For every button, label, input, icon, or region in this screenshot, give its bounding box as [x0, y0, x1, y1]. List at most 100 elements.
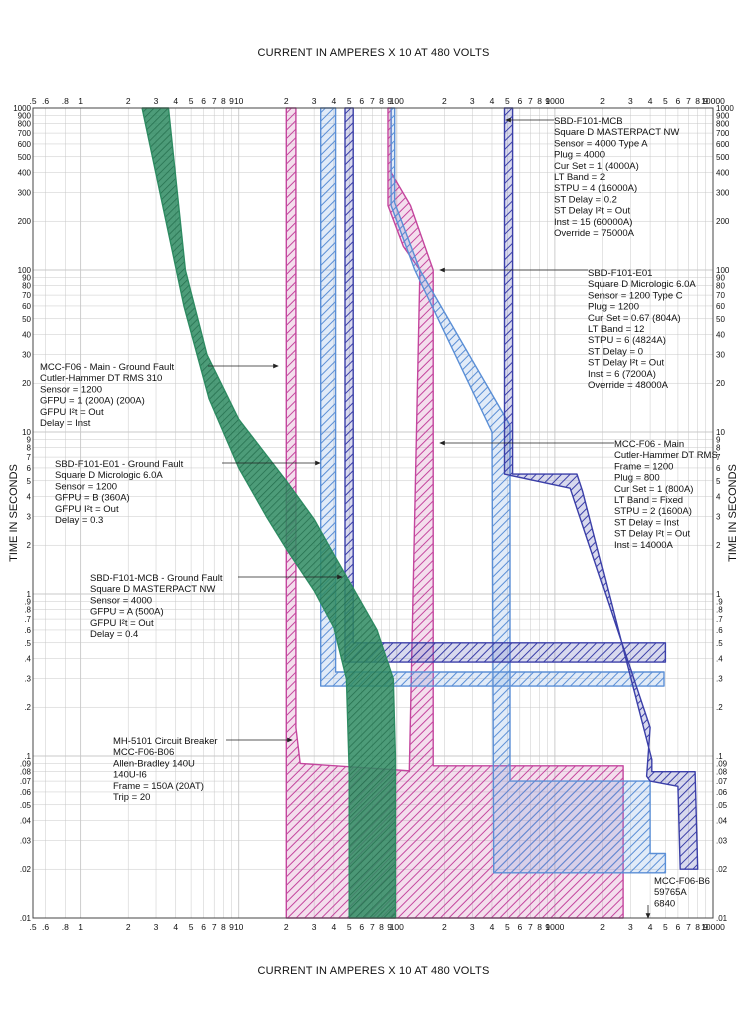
- x-tick-label-bottom: 8: [379, 922, 384, 932]
- y-tick-label-right: .02: [716, 865, 728, 874]
- y-tick-label-right: 9: [716, 435, 721, 444]
- x-tick-label-top: .5: [29, 96, 36, 106]
- y-tick-label-right: 60: [716, 302, 725, 311]
- annotation-line: Trip = 20: [113, 792, 150, 803]
- x-tick-label-top: 8: [695, 96, 700, 106]
- x-tick-label-top: 2: [126, 96, 131, 106]
- y-tick-label-right: 7: [716, 453, 721, 462]
- y-tick-label-left: 700: [18, 129, 32, 138]
- y-tick-label-left: 3: [27, 513, 32, 522]
- annotation-line: STPU = 2 (1600A): [614, 506, 692, 517]
- curve-mh-5101-circuit-breaker: [141, 107, 397, 919]
- annotation-line: Plug = 800: [614, 473, 660, 484]
- annotation-line: ST Delay I²t = Out: [614, 529, 690, 540]
- annotation-line: GFPU = 1 (200A) (200A): [40, 396, 145, 407]
- curve-sbd-f101-e01: [390, 107, 667, 874]
- x-tick-label-bottom: 7: [370, 922, 375, 932]
- annotation-line: GFPU I²t = Out: [90, 618, 154, 629]
- y-tick-label-right: 400: [716, 168, 730, 177]
- x-tick-label-bottom: 7: [212, 922, 217, 932]
- y-tick-label-left: 9: [27, 435, 32, 444]
- x-tick-label-bottom: 9: [703, 922, 708, 932]
- x-tick-label-top: 2: [600, 96, 605, 106]
- annotation-line: Delay = Inst: [40, 418, 91, 429]
- y-axis-label-left: TIME IN SECONDS: [8, 464, 20, 562]
- annotation-line: Cur Set = 0.67 (804A): [588, 313, 681, 324]
- y-tick-label-right: 600: [716, 140, 730, 149]
- annotation-line: Inst = 14000A: [614, 540, 674, 551]
- x-tick-label-bottom: 1: [78, 922, 83, 932]
- y-tick-label-left: 20: [22, 379, 31, 388]
- x-tick-label-top: 5: [663, 96, 668, 106]
- y-tick-label-right: .08: [716, 768, 728, 777]
- y-tick-label-right: 40: [716, 330, 725, 339]
- x-tick-label-bottom: 9: [545, 922, 550, 932]
- y-tick-label-left: .7: [24, 615, 31, 624]
- x-tick-label-top: 4: [490, 96, 495, 106]
- y-tick-label-right: 900: [716, 111, 730, 120]
- y-tick-label-right: 30: [716, 351, 725, 360]
- y-tick-label-left: .05: [20, 801, 32, 810]
- x-tick-label-bottom: 9: [229, 922, 234, 932]
- annotation-line: Cur Set = 1 (4000A): [554, 161, 639, 172]
- annotation-line: Override = 75000A: [554, 228, 635, 239]
- x-tick-label-bottom: 5: [347, 922, 352, 932]
- x-tick-label-top: 6: [676, 96, 681, 106]
- y-tick-label-right: 20: [716, 379, 725, 388]
- x-tick-label-bottom: 3: [470, 922, 475, 932]
- x-tick-label-top: 5: [347, 96, 352, 106]
- curve-sbd-f101-e01-ground-fault: [320, 107, 665, 687]
- y-tick-label-right: 1000: [716, 104, 734, 113]
- x-tick-label-top: 8: [379, 96, 384, 106]
- y-tick-label-left: .9: [24, 597, 31, 606]
- grid: [32, 107, 714, 919]
- y-tick-label-right: .4: [716, 654, 723, 663]
- annotation-title: SBD-F101-MCB - Ground Fault: [90, 573, 223, 584]
- annotation-line: ST Delay = 0: [588, 346, 643, 357]
- x-tick-label-top: 1: [78, 96, 83, 106]
- x-tick-label-bottom: 5: [505, 922, 510, 932]
- y-tick-label-left: 30: [22, 351, 31, 360]
- y-tick-label-right: .03: [716, 837, 728, 846]
- annotation-line: LT Band = 12: [588, 324, 644, 335]
- y-tick-label-left: .01: [20, 914, 32, 923]
- y-tick-label-right: 200: [716, 217, 730, 226]
- annotation-line: STPU = 4 (16000A): [554, 183, 637, 194]
- x-tick-label-top: 2: [442, 96, 447, 106]
- annotation-line: 140U-I6: [113, 770, 147, 781]
- x-tick-label-top: 4: [332, 96, 337, 106]
- x-tick-label-top: 6: [359, 96, 364, 106]
- y-tick-label-left: 7: [27, 453, 32, 462]
- x-tick-label-top: 3: [312, 96, 317, 106]
- x-tick-label-top: 3: [628, 96, 633, 106]
- x-tick-label-bottom: 8: [221, 922, 226, 932]
- y-tick-label-right: 300: [716, 189, 730, 198]
- x-tick-label-top: 6: [201, 96, 206, 106]
- annotation-line: Square D MASTERPACT NW: [90, 584, 215, 595]
- x-tick-label-bottom: 2: [442, 922, 447, 932]
- x-tick-label-bottom: 4: [490, 922, 495, 932]
- x-tick-label-bottom: 1000: [545, 922, 564, 932]
- curve-sbd-f101-mcb: [503, 107, 699, 870]
- y-tick-label-left: 2: [27, 541, 32, 550]
- y-tick-label-right: 8: [716, 444, 721, 453]
- x-tick-label-bottom: .6: [42, 922, 49, 932]
- annotation-line: Sensor = 1200: [55, 481, 117, 492]
- y-tick-label-right: 3: [716, 513, 721, 522]
- annotation-line: Allen-Bradley 140U: [113, 758, 195, 769]
- x-tick-label-bottom: 6: [359, 922, 364, 932]
- x-tick-label-bottom: 100: [390, 922, 404, 932]
- annotation-line: Cutler-Hammer DT RMS 310: [40, 373, 162, 384]
- x-tick-label-bottom: .8: [62, 922, 69, 932]
- annotation-line: Plug = 1200: [588, 302, 639, 313]
- annotation-line: LT Band = 2: [554, 172, 605, 183]
- annotation-line: MCC-F06-B06: [113, 747, 174, 758]
- y-tick-label-left: 1000: [13, 104, 31, 113]
- y-tick-label-right: .3: [716, 675, 723, 684]
- x-tick-label-top: 9: [545, 96, 550, 106]
- y-tick-label-right: 70: [716, 291, 725, 300]
- x-tick-label-top: 5: [505, 96, 510, 106]
- y-tick-label-right: 500: [716, 153, 730, 162]
- annotation-line: Delay = 0.4: [90, 629, 138, 640]
